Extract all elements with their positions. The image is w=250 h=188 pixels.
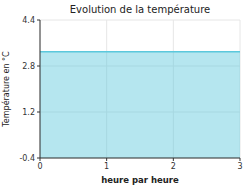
grid-line-y [40,158,240,159]
area-fill [40,52,240,158]
y-tick [37,158,40,159]
y-tick [37,66,40,67]
grid-line-y [40,20,240,21]
y-tick-label: 4.4 [22,16,35,25]
x-tick [240,158,241,161]
x-tick-label: 3 [237,162,242,171]
x-tick-label: 2 [171,162,176,171]
chart-svg: 0 1 2 3 -0.4 1.2 2.8 4.4 Evolution de la tempéra… [0,0,250,188]
x-tick-label: 1 [104,162,109,171]
y-axis-label: Température en °C [1,51,11,128]
grid-line-x [40,20,41,158]
y-tick-label: -0.4 [19,154,35,163]
y-tick [37,112,40,113]
x-tick-label: 0 [37,162,42,171]
grid [40,20,240,158]
y-tick-label: 1.2 [22,108,35,117]
x-tick [106,158,107,161]
chart-container: 0 1 2 3 -0.4 1.2 2.8 4.4 Evolution de la tempéra… [0,0,250,188]
axes: 0 1 2 3 -0.4 1.2 2.8 4.4 [19,16,242,171]
y-axis-line [40,20,41,158]
title: Evolution de la température [70,4,210,15]
line [40,51,240,53]
y-tick-label: 2.8 [22,62,35,71]
x-tick [173,158,174,161]
plot-area [40,52,240,158]
y-tick [37,20,40,21]
x-axis-label: heure par heure [101,175,179,185]
x-axis-line [40,158,240,159]
